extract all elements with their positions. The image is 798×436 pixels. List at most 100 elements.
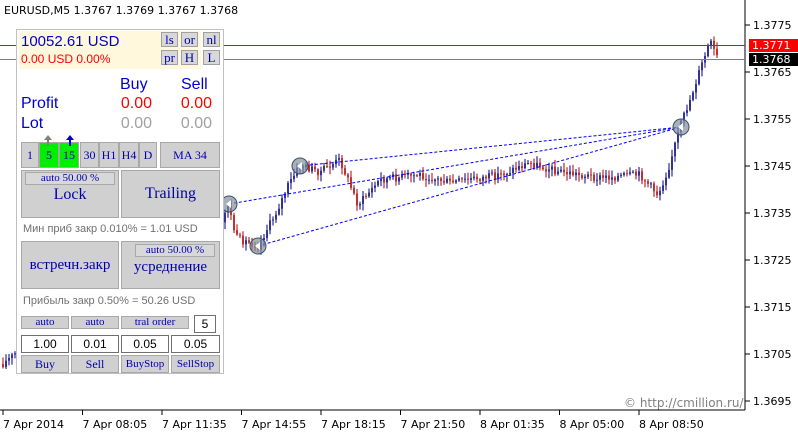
candle-body (500, 173, 502, 175)
timeframe-d-button[interactable]: D (139, 142, 157, 168)
trend-lines (228, 126, 682, 247)
y-tick-label: 1.3725 (753, 254, 792, 267)
x-tick-label: 7 Apr 21:50 (401, 418, 466, 431)
candle-body (512, 167, 514, 173)
timeframe-h4-button[interactable]: H4 (119, 142, 139, 168)
candle-body (656, 191, 658, 196)
profit-buy-value: 0.00 (120, 95, 152, 112)
profit-close-info: Прибыль закр 0.50% = 50.26 USD (23, 295, 196, 307)
candle-body (236, 230, 238, 235)
sellstop-button[interactable]: SellStop (171, 355, 220, 373)
counter-close-button[interactable]: встречн.закр (21, 241, 119, 289)
lot-sell-value: 0.00 (180, 115, 212, 132)
candle-body (716, 48, 718, 56)
candle-body (347, 174, 349, 178)
candle-body (371, 187, 373, 193)
tp-input[interactable]: 0.05 (121, 335, 169, 353)
candle-body (272, 219, 274, 221)
y-axis: 1.3775 1.3765 1.3755 1.3745 1.3735 1.3725 1.37… (745, 19, 792, 408)
candle-body (425, 179, 427, 181)
candle-body (644, 180, 646, 182)
candle-body (506, 173, 508, 176)
candle-body (368, 192, 370, 197)
candle-body (404, 174, 406, 176)
nl-button[interactable]: nl (203, 32, 220, 47)
x-tick-label: 8 Apr 08:50 (639, 418, 704, 431)
candle-body (575, 172, 577, 176)
candle-body (593, 174, 595, 181)
candle-body (461, 178, 463, 180)
candle-body (632, 171, 634, 173)
candle-body (626, 173, 628, 175)
tral-order-input[interactable]: 5 (194, 315, 216, 333)
trend-line (228, 126, 682, 205)
candle-body (356, 193, 358, 206)
timeframe-m1-button[interactable]: 1 (21, 142, 39, 168)
sl-input[interactable]: 0.01 (71, 335, 119, 353)
candle-body (5, 360, 7, 368)
tral-order-button[interactable]: tral order (121, 316, 189, 329)
candle-body (314, 166, 316, 170)
symbol-info: EURUSD,M5 1.3767 1.3769 1.3767 1.3768 (4, 4, 239, 17)
l-button[interactable]: L (203, 50, 220, 65)
buystop-button[interactable]: BuyStop (121, 355, 169, 373)
y-tick-label: 1.3745 (753, 160, 792, 173)
candle-body (8, 358, 10, 361)
lock-auto-button[interactable]: auto 50.00 % (25, 172, 115, 185)
candle-body (710, 40, 712, 47)
candle-body (308, 164, 310, 172)
candle-body (287, 182, 289, 194)
ls-button[interactable]: ls (161, 32, 178, 47)
candle-body (458, 178, 460, 181)
y-tick-label: 1.3695 (753, 395, 792, 408)
ma-button[interactable]: MA 34 (160, 142, 220, 168)
auto-lot-buy-button[interactable]: auto (21, 316, 69, 329)
candle-body (332, 164, 334, 168)
candle-body (479, 179, 481, 181)
candle-body (278, 208, 280, 215)
timeframe-m15-button[interactable]: 15 (59, 142, 79, 168)
account-profit: 0.00 USD 0.00% (21, 52, 111, 66)
candle-body (284, 193, 286, 198)
candle-body (569, 171, 571, 175)
timeframe-m30-button[interactable]: 30 (80, 142, 99, 168)
marker-arrow-icon (226, 200, 231, 208)
trailing-button[interactable]: Trailing (121, 170, 220, 218)
buy-button[interactable]: Buy (21, 355, 69, 373)
candle-body (674, 142, 676, 157)
averaging-label: усреднение (133, 259, 208, 275)
lock-label: Lock (53, 186, 87, 203)
price-tag-current: 1.3768 (749, 53, 798, 66)
lot-input[interactable]: 1.00 (21, 335, 69, 353)
or-button[interactable]: or (181, 32, 198, 47)
candle-body (629, 172, 631, 174)
pr-button[interactable]: pr (161, 50, 178, 65)
averaging-auto-button[interactable]: auto 50.00 % (135, 244, 215, 257)
candle-body (224, 212, 226, 223)
timeframe-h1-button[interactable]: H1 (99, 142, 119, 168)
y-tick-label: 1.3705 (753, 348, 792, 361)
arrow-up-blue-icon (66, 135, 74, 146)
candle-body (497, 173, 499, 180)
profit-sell-value: 0.00 (180, 95, 212, 112)
candle-body (590, 174, 592, 176)
candle-body (524, 163, 526, 169)
candle-body (617, 175, 619, 181)
candle-body (395, 174, 397, 182)
lot-label: Lot (21, 115, 44, 132)
auto-lot-sell-button[interactable]: auto (71, 316, 119, 329)
profit-label: Profit (21, 95, 59, 112)
candle-body (698, 70, 700, 85)
sell-button[interactable]: Sell (71, 355, 119, 373)
candle-body (491, 172, 493, 174)
candle-body (311, 166, 313, 172)
candle-body (545, 169, 547, 172)
candle-body (341, 158, 343, 169)
distance-input[interactable]: 0.05 (171, 335, 220, 353)
candle-body (623, 173, 625, 175)
timeframe-m5-button[interactable]: 5 (39, 142, 59, 168)
candle-body (449, 178, 451, 181)
candle-body (578, 172, 580, 176)
h-button[interactable]: H (181, 50, 198, 65)
x-tick-label: 7 Apr 18:15 (321, 418, 386, 431)
